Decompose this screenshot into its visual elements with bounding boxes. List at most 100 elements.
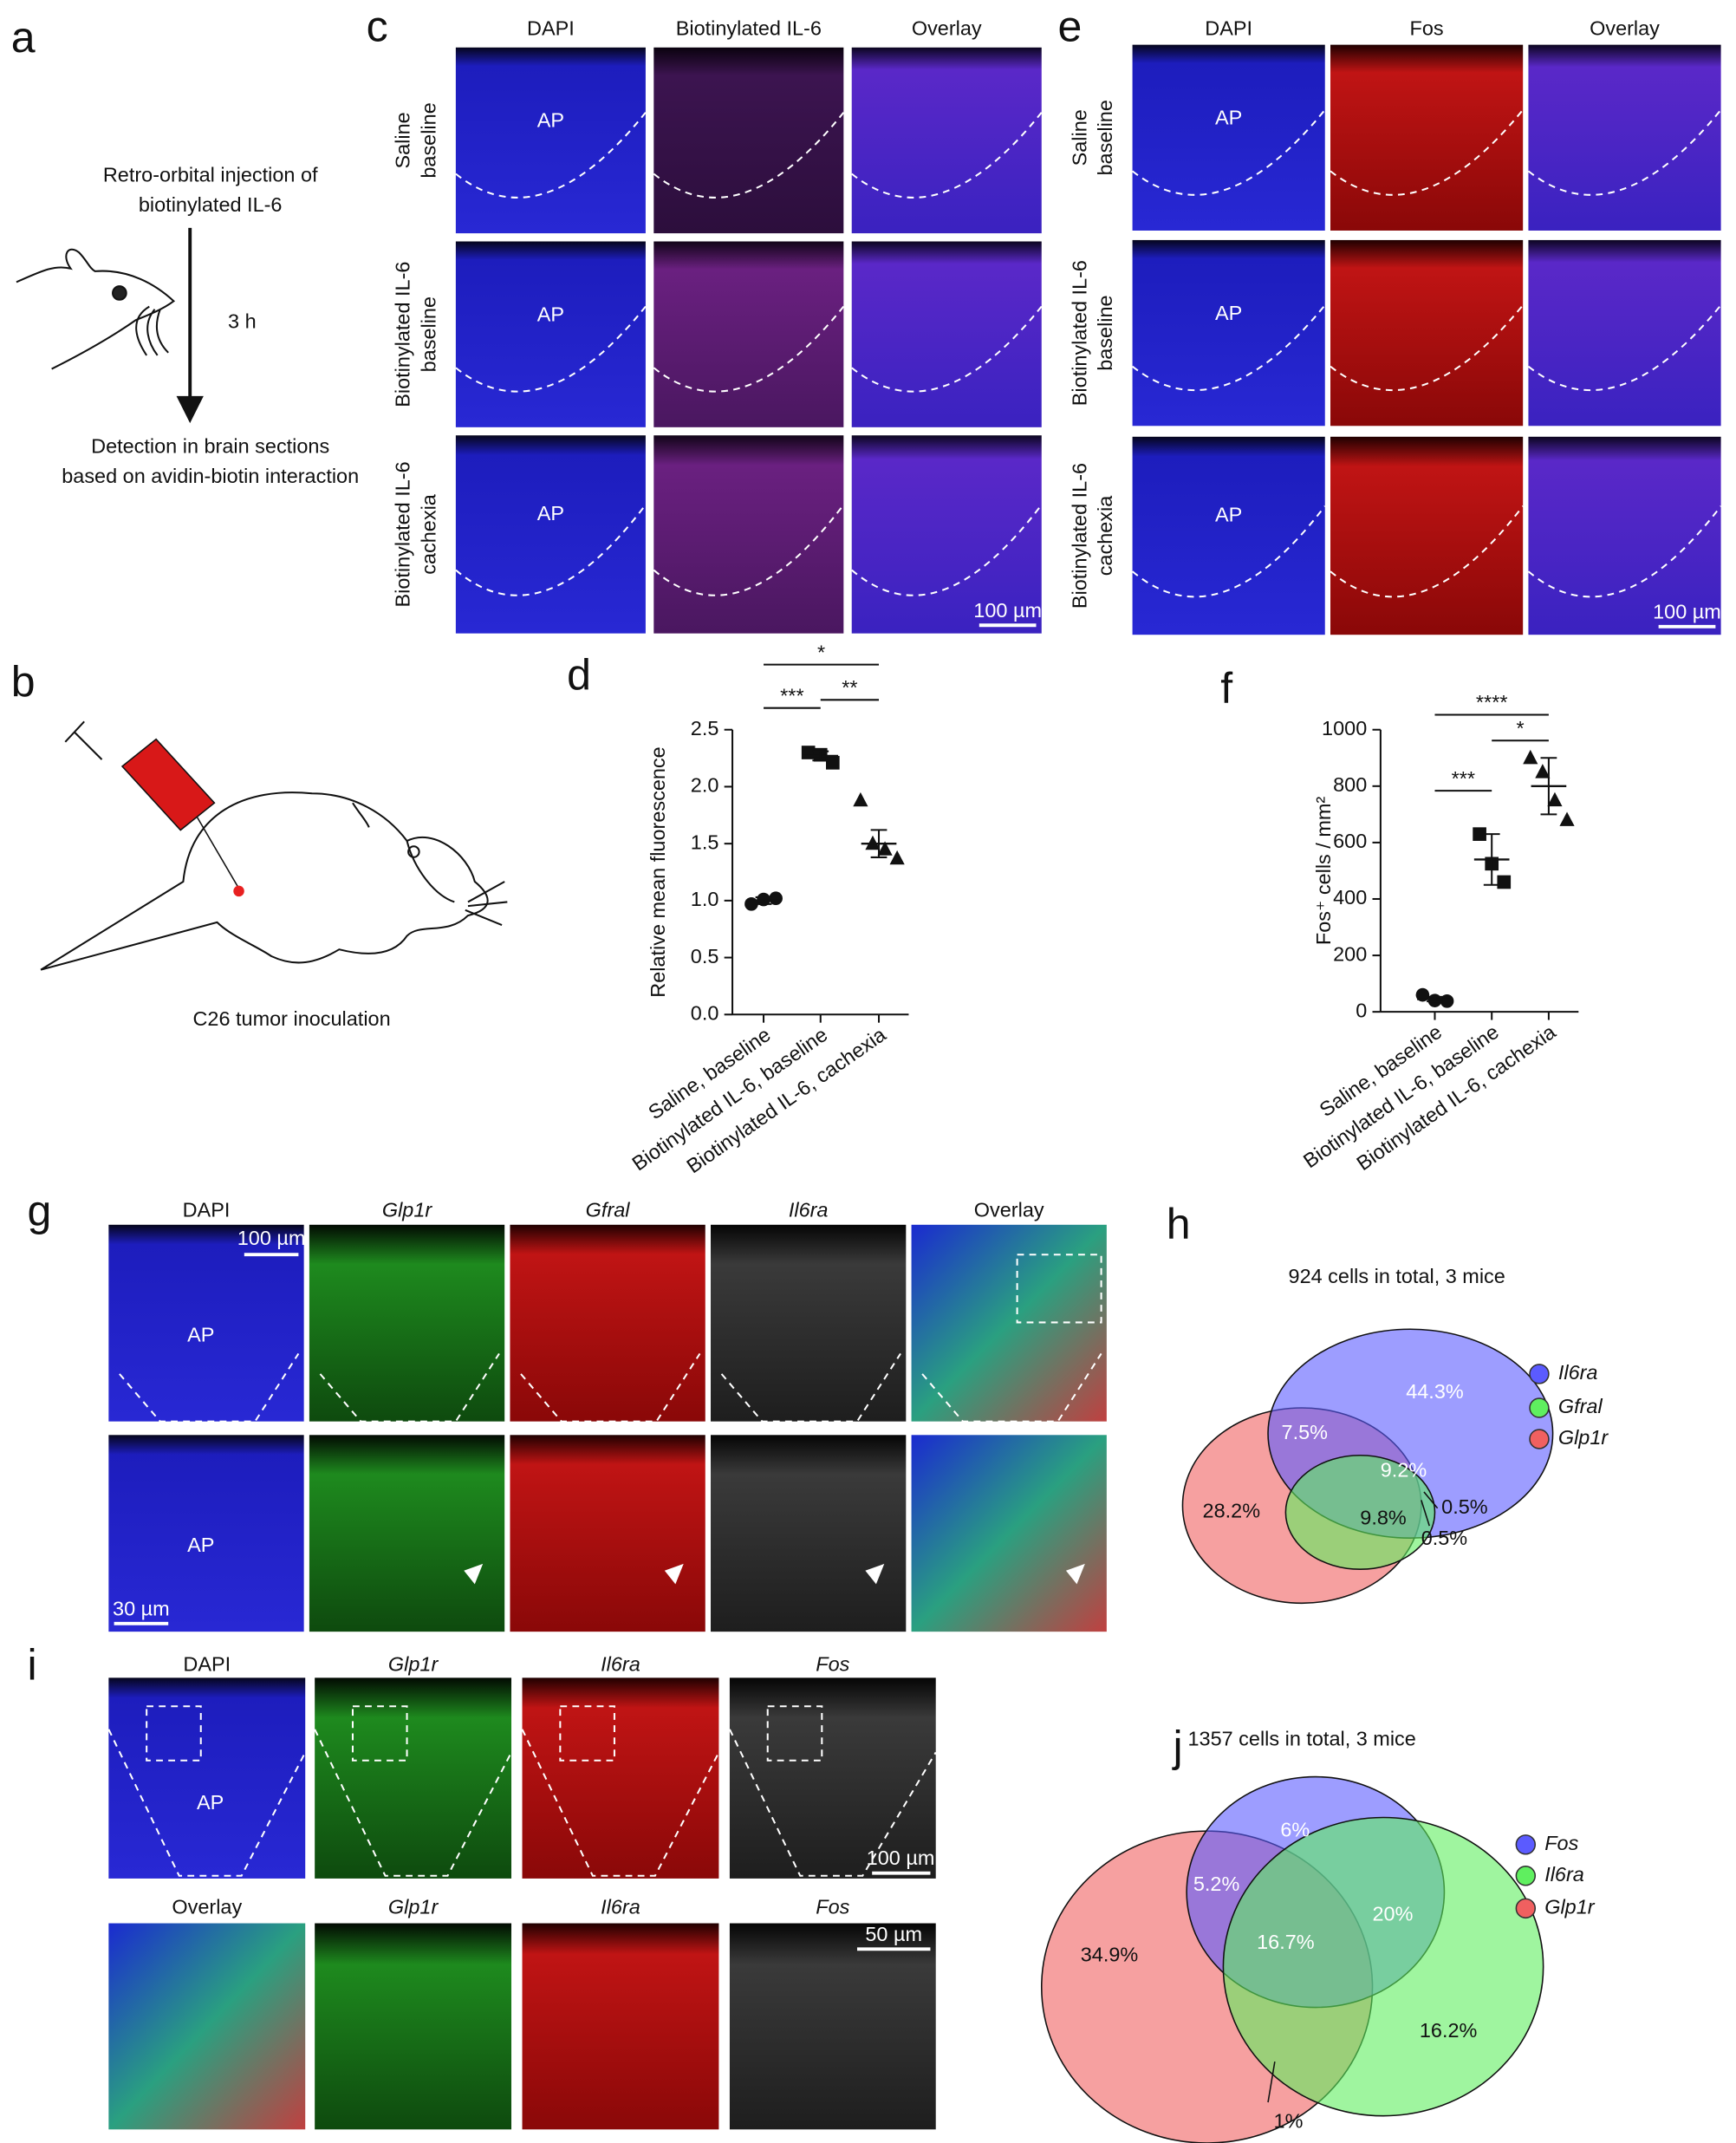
row-label: baseline xyxy=(417,102,439,178)
data-point xyxy=(1440,993,1454,1008)
significance-label: * xyxy=(817,641,825,663)
ap-boundary xyxy=(107,1729,307,1877)
venn-set xyxy=(1284,1454,1436,1570)
venn-set xyxy=(1222,1816,1544,2117)
label: Detection in brain sections xyxy=(91,435,329,458)
scale-bar-label: 100 µm xyxy=(1653,600,1721,622)
data-point xyxy=(1473,827,1486,841)
micrograph xyxy=(911,1435,1107,1632)
legend-label: Il6ra xyxy=(1558,1361,1598,1384)
column-header: Il6ra xyxy=(601,1652,640,1675)
inset-box xyxy=(146,1705,202,1762)
significance-label: ** xyxy=(842,676,857,699)
y-axis-label: Relative mean fluorescence xyxy=(647,746,669,997)
y-tick-label: 800 xyxy=(1333,773,1367,796)
y-tick-label: 0.0 xyxy=(691,1001,719,1024)
legend-label: Glp1r xyxy=(1544,1896,1596,1918)
y-tick-label: 200 xyxy=(1333,942,1367,965)
scale-bar-label: 30 µm xyxy=(113,1597,170,1619)
ap-boundary xyxy=(455,112,647,199)
ap-boundary xyxy=(1330,109,1524,196)
label: C26 tumor inoculation xyxy=(192,1007,390,1030)
data-point xyxy=(801,746,816,759)
inset-box xyxy=(351,1705,408,1762)
region-label: AP xyxy=(197,1791,224,1814)
venn-value: 9.2% xyxy=(1381,1459,1427,1482)
venn-value: 9.8% xyxy=(1360,1507,1407,1529)
column-header: Glp1r xyxy=(388,1652,439,1675)
micrograph xyxy=(309,1435,505,1632)
panel-letter: j xyxy=(1172,1722,1183,1770)
region-label: AP xyxy=(187,1534,214,1556)
y-tick-label: 1.5 xyxy=(691,830,719,853)
ap-boundary xyxy=(851,112,1043,199)
scale-bar-label: 100 µm xyxy=(973,599,1042,622)
ap-boundary xyxy=(653,504,845,596)
row-label: cachexia xyxy=(1094,495,1116,576)
micrograph xyxy=(1330,436,1524,635)
significance-label: *** xyxy=(1452,767,1475,790)
column-header: Fos xyxy=(816,1896,849,1918)
micrograph xyxy=(108,1224,304,1422)
venn-value: 34.9% xyxy=(1081,1943,1139,1965)
error-bar xyxy=(755,896,772,905)
data-point xyxy=(1535,764,1551,778)
micrograph xyxy=(851,47,1042,234)
venn-value: 7.5% xyxy=(1282,1421,1329,1443)
region-label: AP xyxy=(187,1323,214,1345)
scale-bar-label: 100 µm xyxy=(867,1847,935,1869)
arrowhead-marker xyxy=(464,1563,484,1585)
ap-boundary xyxy=(921,1352,1102,1423)
data-point xyxy=(825,756,840,770)
column-header: Biotinylated IL-6 xyxy=(676,17,822,40)
column-header: DAPI xyxy=(527,17,575,40)
column-header: Overlay xyxy=(172,1896,242,1918)
ap-boundary xyxy=(455,504,647,596)
error-bar xyxy=(1483,833,1500,886)
venn-value: 1% xyxy=(1274,2110,1304,2133)
inset-box xyxy=(766,1705,823,1762)
ap-boundary xyxy=(314,1729,512,1877)
scale-bar-label: 50 µm xyxy=(865,1923,922,1945)
region-label: AP xyxy=(537,303,564,325)
venn-value: 0.5% xyxy=(1441,1495,1488,1518)
micrograph xyxy=(911,1224,1107,1422)
micrograph xyxy=(315,1677,512,1879)
inset-box xyxy=(559,1705,615,1762)
panel-letter: g xyxy=(27,1186,51,1234)
column-header: Overlay xyxy=(974,1198,1044,1221)
ap-boundary xyxy=(1131,304,1326,392)
panel-letter: a xyxy=(11,13,36,62)
injection-site xyxy=(233,885,244,897)
row-label: Saline xyxy=(1068,109,1090,166)
panel-letter: d xyxy=(567,650,591,699)
mouse-body xyxy=(40,791,508,971)
inset-box xyxy=(1016,1254,1102,1324)
micrograph xyxy=(455,47,646,234)
ap-boundary xyxy=(1330,505,1524,598)
ap-boundary xyxy=(319,1352,500,1423)
venn-title: 924 cells in total, 3 mice xyxy=(1289,1265,1505,1287)
micrograph xyxy=(455,435,646,634)
column-header: Overlay xyxy=(912,17,982,40)
row-label: Biotinylated IL-6 xyxy=(1068,463,1090,609)
ap-boundary xyxy=(1527,109,1722,196)
legend-label: Il6ra xyxy=(1544,1863,1584,1886)
ap-boundary xyxy=(1131,505,1326,598)
legend-swatch xyxy=(1515,1898,1537,1919)
arrowhead-marker xyxy=(1065,1563,1085,1585)
arrowhead-marker xyxy=(865,1563,885,1585)
micrograph xyxy=(711,1224,907,1422)
ap-boundary xyxy=(119,1352,300,1423)
micrograph xyxy=(1330,239,1524,427)
column-header: Glp1r xyxy=(388,1896,439,1918)
mouse-head xyxy=(16,248,176,370)
legend-swatch xyxy=(1529,1429,1550,1449)
error-bar xyxy=(1540,757,1557,816)
micrograph xyxy=(315,1923,512,2130)
micrograph xyxy=(653,47,844,234)
micrograph xyxy=(522,1923,719,2130)
micrograph xyxy=(108,1435,304,1632)
column-header: Il6ra xyxy=(789,1198,829,1221)
